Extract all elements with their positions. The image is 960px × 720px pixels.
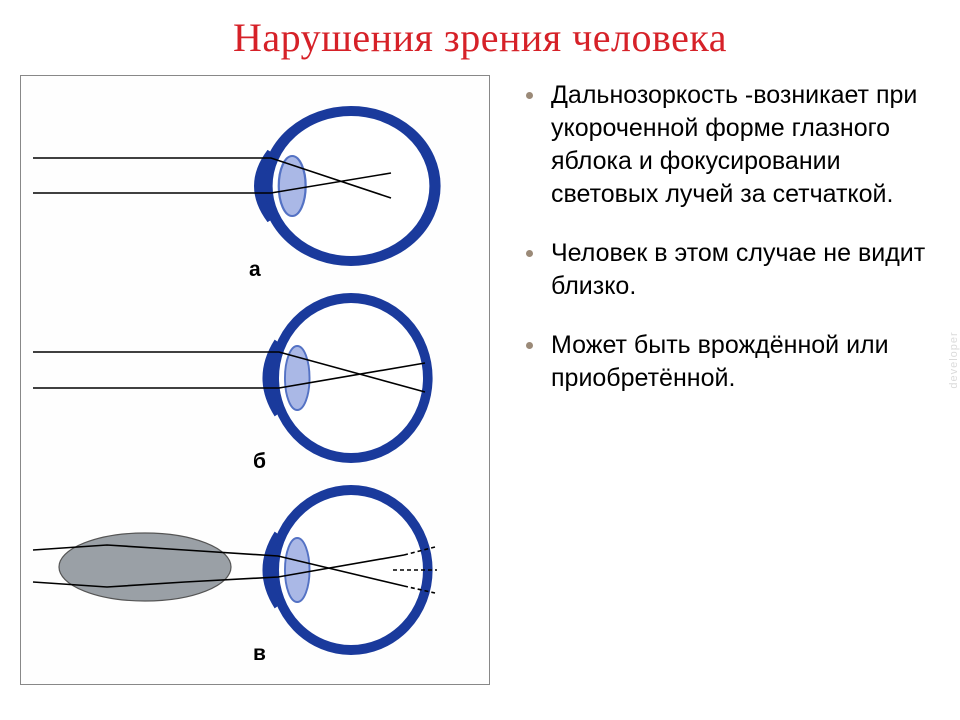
eye-label-б: б bbox=[253, 450, 266, 474]
corrective-lens-icon bbox=[59, 533, 231, 601]
bullet-text: Может быть врождённой или приобретённой. bbox=[551, 329, 930, 395]
bullet-text: Дальнозоркость -возникает при укороченно… bbox=[551, 79, 930, 211]
eye-label-в: в bbox=[253, 642, 266, 666]
eye-label-а: а bbox=[249, 258, 261, 282]
watermark: developer bbox=[948, 331, 960, 388]
content-row: абв Дальнозоркость -возникает при укороч… bbox=[0, 61, 960, 685]
bullet-text: Человек в этом случае не видит близко. bbox=[551, 237, 930, 303]
text-column: Дальнозоркость -возникает при укороченно… bbox=[490, 75, 930, 685]
diagram-panel: абв bbox=[20, 75, 490, 685]
bullet-item: Может быть врождённой или приобретённой. bbox=[526, 329, 930, 395]
bullet-dot-icon bbox=[526, 250, 533, 257]
eye-diagram-в: в bbox=[21, 482, 489, 662]
page-title: Нарушения зрения человека bbox=[0, 0, 960, 61]
bullet-item: Человек в этом случае не видит близко. bbox=[526, 237, 930, 303]
bullet-dot-icon bbox=[526, 342, 533, 349]
bullet-dot-icon bbox=[526, 92, 533, 99]
eye-diagram-б: б bbox=[21, 290, 489, 470]
eye-diagram-а: а bbox=[21, 98, 489, 278]
crystalline-lens-icon bbox=[285, 346, 310, 410]
crystalline-lens-icon bbox=[285, 538, 310, 602]
bullet-item: Дальнозоркость -возникает при укороченно… bbox=[526, 79, 930, 211]
